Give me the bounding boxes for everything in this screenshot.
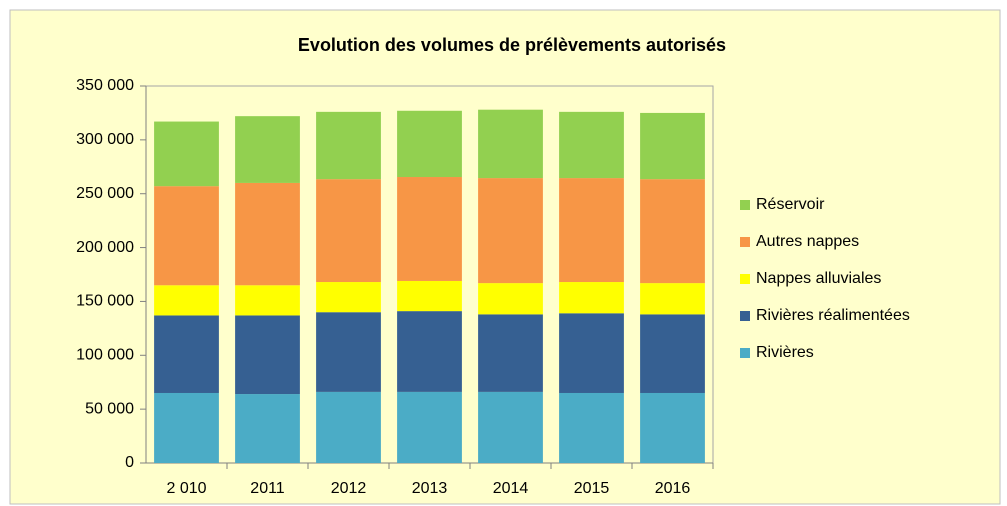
bar-segment bbox=[640, 314, 705, 393]
bar-segment bbox=[397, 311, 462, 392]
bar-segment bbox=[478, 283, 543, 315]
bar-segment bbox=[235, 315, 300, 395]
y-tick-label: 300 000 bbox=[76, 131, 134, 148]
bar-segment bbox=[559, 282, 624, 314]
x-tick-label: 2 010 bbox=[166, 480, 206, 497]
bar-segment bbox=[478, 314, 543, 392]
legend-label: Autres nappes bbox=[756, 233, 859, 250]
bar-segment bbox=[235, 285, 300, 316]
bar-segment bbox=[397, 110, 462, 178]
y-tick-label: 100 000 bbox=[76, 347, 134, 364]
bar-segment bbox=[154, 315, 219, 393]
y-tick-label: 50 000 bbox=[85, 400, 134, 417]
x-tick-label: 2014 bbox=[493, 480, 529, 497]
bar-segment bbox=[235, 394, 300, 463]
bar-segment bbox=[316, 391, 381, 463]
bar-segment bbox=[478, 178, 543, 284]
legend-swatch bbox=[740, 200, 750, 210]
y-tick-label: 150 000 bbox=[76, 293, 134, 310]
bar-segment bbox=[154, 121, 219, 187]
bar-segment bbox=[154, 392, 219, 463]
bar-segment bbox=[316, 282, 381, 313]
bar-segment bbox=[316, 179, 381, 283]
bar-segment bbox=[478, 109, 543, 179]
bar-segment bbox=[235, 116, 300, 183]
bar-segment bbox=[478, 391, 543, 463]
bar-segment bbox=[559, 313, 624, 393]
y-tick-label: 350 000 bbox=[76, 77, 134, 94]
bar-segment bbox=[154, 285, 219, 316]
bar-segment bbox=[397, 177, 462, 281]
bar-segment bbox=[397, 391, 462, 463]
bar-segment bbox=[640, 179, 705, 284]
bar-segment bbox=[316, 312, 381, 392]
legend-label: Rivières bbox=[756, 344, 814, 361]
legend-swatch bbox=[740, 237, 750, 247]
x-tick-label: 2013 bbox=[412, 480, 448, 497]
bar-segment bbox=[316, 111, 381, 180]
x-tick-label: 2011 bbox=[250, 480, 285, 497]
legend-swatch bbox=[740, 311, 750, 321]
bar-segment bbox=[559, 392, 624, 463]
x-tick-label: 2012 bbox=[331, 480, 367, 497]
legend-label: Réservoir bbox=[756, 196, 825, 213]
legend-label: Rivières réalimentées bbox=[756, 307, 910, 324]
legend-swatch bbox=[740, 274, 750, 284]
bar-segment bbox=[154, 186, 219, 286]
chart-title: Evolution des volumes de prélèvements au… bbox=[298, 35, 726, 55]
legend-label: Nappes alluviales bbox=[756, 270, 881, 287]
x-tick-label: 2016 bbox=[655, 480, 691, 497]
x-tick-label: 2015 bbox=[574, 480, 610, 497]
y-tick-label: 250 000 bbox=[76, 185, 134, 202]
bar-segment bbox=[559, 178, 624, 283]
bar-segment bbox=[235, 182, 300, 286]
bar-segment bbox=[640, 283, 705, 315]
bar-segment bbox=[559, 111, 624, 179]
y-tick-label: 200 000 bbox=[76, 239, 134, 256]
legend-swatch bbox=[740, 348, 750, 358]
bar-segment bbox=[397, 280, 462, 312]
bar-segment bbox=[640, 392, 705, 463]
y-tick-label: 0 bbox=[125, 454, 134, 471]
bar-segment bbox=[640, 112, 705, 180]
